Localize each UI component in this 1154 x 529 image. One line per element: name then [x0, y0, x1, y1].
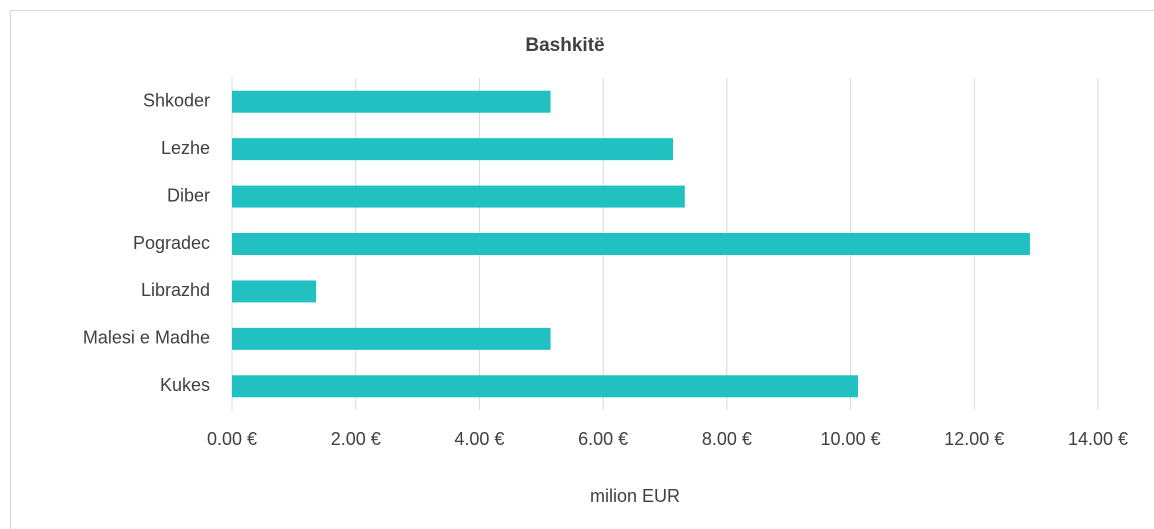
y-tick-label: Diber: [167, 185, 210, 205]
y-tick-label: Lezhe: [161, 138, 210, 158]
bar: [232, 233, 1030, 255]
chart-title: Bashkitë: [525, 35, 604, 56]
x-tick-label: 2.00 €: [331, 429, 381, 449]
bar: [232, 138, 674, 161]
x-tick-label: 4.00 €: [454, 429, 504, 449]
x-tick-label: 0.00 €: [207, 429, 257, 449]
x-tick-label: 10.00 €: [821, 429, 881, 449]
bar: [232, 185, 685, 208]
y-tick-label: Shkoder: [143, 90, 210, 110]
bar: [232, 280, 317, 303]
y-tick-label: Malesi e Madhe: [83, 328, 210, 348]
y-tick-label: Kukes: [160, 375, 210, 395]
x-axis-title: milion EUR: [590, 486, 680, 506]
chart-frame: [10, 10, 1154, 529]
bar: [232, 375, 858, 398]
x-tick-label: 12.00 €: [944, 429, 1004, 449]
y-tick-label: Pogradec: [133, 233, 210, 253]
x-tick-label: 6.00 €: [578, 429, 628, 449]
y-tick-label: Librazhd: [141, 280, 210, 300]
x-tick-label: 8.00 €: [702, 429, 752, 449]
x-tick-label: 14.00 €: [1068, 429, 1128, 449]
bar: [232, 327, 551, 350]
bar: [232, 90, 551, 113]
